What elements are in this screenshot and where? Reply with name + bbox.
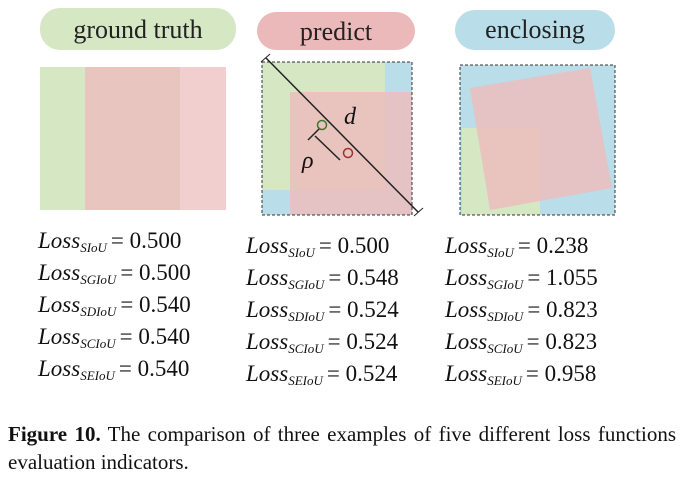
loss-line: LossSIoU = 0.500 — [245, 233, 389, 260]
loss-line: LossSGIoU = 0.548 — [245, 265, 399, 292]
loss-term: Loss — [37, 292, 80, 317]
loss-value: = 0.524 — [328, 297, 399, 322]
loss-value: = 0.823 — [527, 329, 597, 354]
rho-arrow — [314, 135, 341, 161]
loss-term: Loss — [444, 297, 487, 322]
loss-line: LossSCIoU = 0.540 — [37, 324, 190, 351]
panel-label: ground truth — [73, 15, 202, 44]
loss-value: = 0.500 — [120, 260, 190, 285]
loss-term: Loss — [37, 356, 80, 381]
loss-subscript: SGIoU — [487, 277, 525, 292]
distance-label: d — [344, 104, 357, 130]
loss-term: Loss — [37, 260, 80, 285]
loss-value: = 1.055 — [527, 265, 597, 290]
loss-subscript: SEIoU — [487, 373, 523, 388]
loss-subscript: SGIoU — [80, 272, 118, 287]
rho-label: ρ — [301, 148, 314, 174]
label-pill — [455, 10, 615, 50]
pred-box-part — [180, 67, 226, 210]
loss-value: = 0.823 — [527, 297, 597, 322]
loss-value: = 0.524 — [328, 329, 399, 354]
loss-value: = 0.540 — [120, 324, 190, 349]
enclosing-outline — [459, 64, 616, 216]
loss-subscript: SIoU — [288, 245, 316, 260]
loss-term: Loss — [444, 329, 487, 354]
loss-value: = 0.548 — [328, 265, 398, 290]
caption-text: The comparison of three examples of five… — [8, 422, 677, 474]
enclosing-outline — [261, 61, 413, 216]
loss-subscript: SEIoU — [288, 373, 324, 388]
loss-value: = 0.500 — [319, 233, 389, 258]
gt-center — [316, 119, 328, 131]
loss-line: LossSGIoU = 1.055 — [444, 265, 598, 292]
loss-value: = 0.540 — [119, 356, 189, 381]
loss-subscript: SCIoU — [487, 341, 524, 356]
loss-value: = 0.524 — [327, 361, 398, 386]
loss-term: Loss — [245, 265, 288, 290]
loss-line: LossSCIoU = 0.823 — [444, 329, 597, 356]
loss-line: LossSIoU = 0.500 — [37, 228, 181, 255]
arrow-end — [413, 207, 424, 217]
loss-subscript: SDIoU — [288, 309, 326, 324]
panel-label: predict — [300, 17, 373, 46]
loss-term: Loss — [444, 233, 487, 258]
loss-subscript: SDIoU — [487, 309, 525, 324]
loss-subscript: SCIoU — [80, 336, 117, 351]
loss-line: LossSIoU = 0.238 — [444, 233, 588, 260]
loss-line: LossSEIoU = 0.540 — [37, 356, 189, 383]
loss-term: Loss — [37, 324, 80, 349]
loss-term: Loss — [444, 265, 487, 290]
loss-line: LossSDIoU = 0.524 — [245, 297, 399, 324]
label-pill — [257, 12, 415, 50]
loss-subscript: SEIoU — [80, 368, 116, 383]
loss-term: Loss — [245, 329, 288, 354]
loss-value: = 0.540 — [120, 292, 190, 317]
loss-term: Loss — [444, 361, 487, 386]
loss-subscript: SDIoU — [80, 304, 118, 319]
center-link — [307, 127, 321, 141]
loss-line: LossSDIoU = 0.823 — [444, 297, 598, 324]
loss-term: Loss — [37, 228, 80, 253]
loss-value: = 0.500 — [111, 228, 181, 253]
loss-subscript: SGIoU — [288, 277, 326, 292]
diagonal — [265, 57, 419, 213]
loss-subscript: SIoU — [487, 245, 515, 260]
loss-line: LossSGIoU = 0.500 — [37, 260, 191, 287]
loss-term: Loss — [245, 297, 288, 322]
loss-subscript: SIoU — [80, 240, 108, 255]
caption-label: Figure 10. — [8, 422, 101, 446]
arrow-end — [260, 53, 271, 63]
pred-center — [342, 147, 354, 159]
pred-box — [290, 92, 412, 215]
loss-line: LossSEIoU = 0.524 — [245, 361, 398, 388]
loss-term: Loss — [245, 233, 288, 258]
loss-line: LossSDIoU = 0.540 — [37, 292, 191, 319]
loss-value: = 0.958 — [526, 361, 596, 386]
panel-label: enclosing — [485, 15, 585, 44]
pred-box — [470, 68, 612, 210]
loss-term: Loss — [245, 361, 288, 386]
caption: Figure 10. The comparison of three examp… — [8, 420, 676, 476]
loss-subscript: SCIoU — [288, 341, 325, 356]
loss-line: LossSCIoU = 0.524 — [245, 329, 399, 356]
loss-value: = 0.238 — [518, 233, 588, 258]
loss-line: LossSEIoU = 0.958 — [444, 361, 596, 388]
label-pill — [40, 8, 236, 50]
